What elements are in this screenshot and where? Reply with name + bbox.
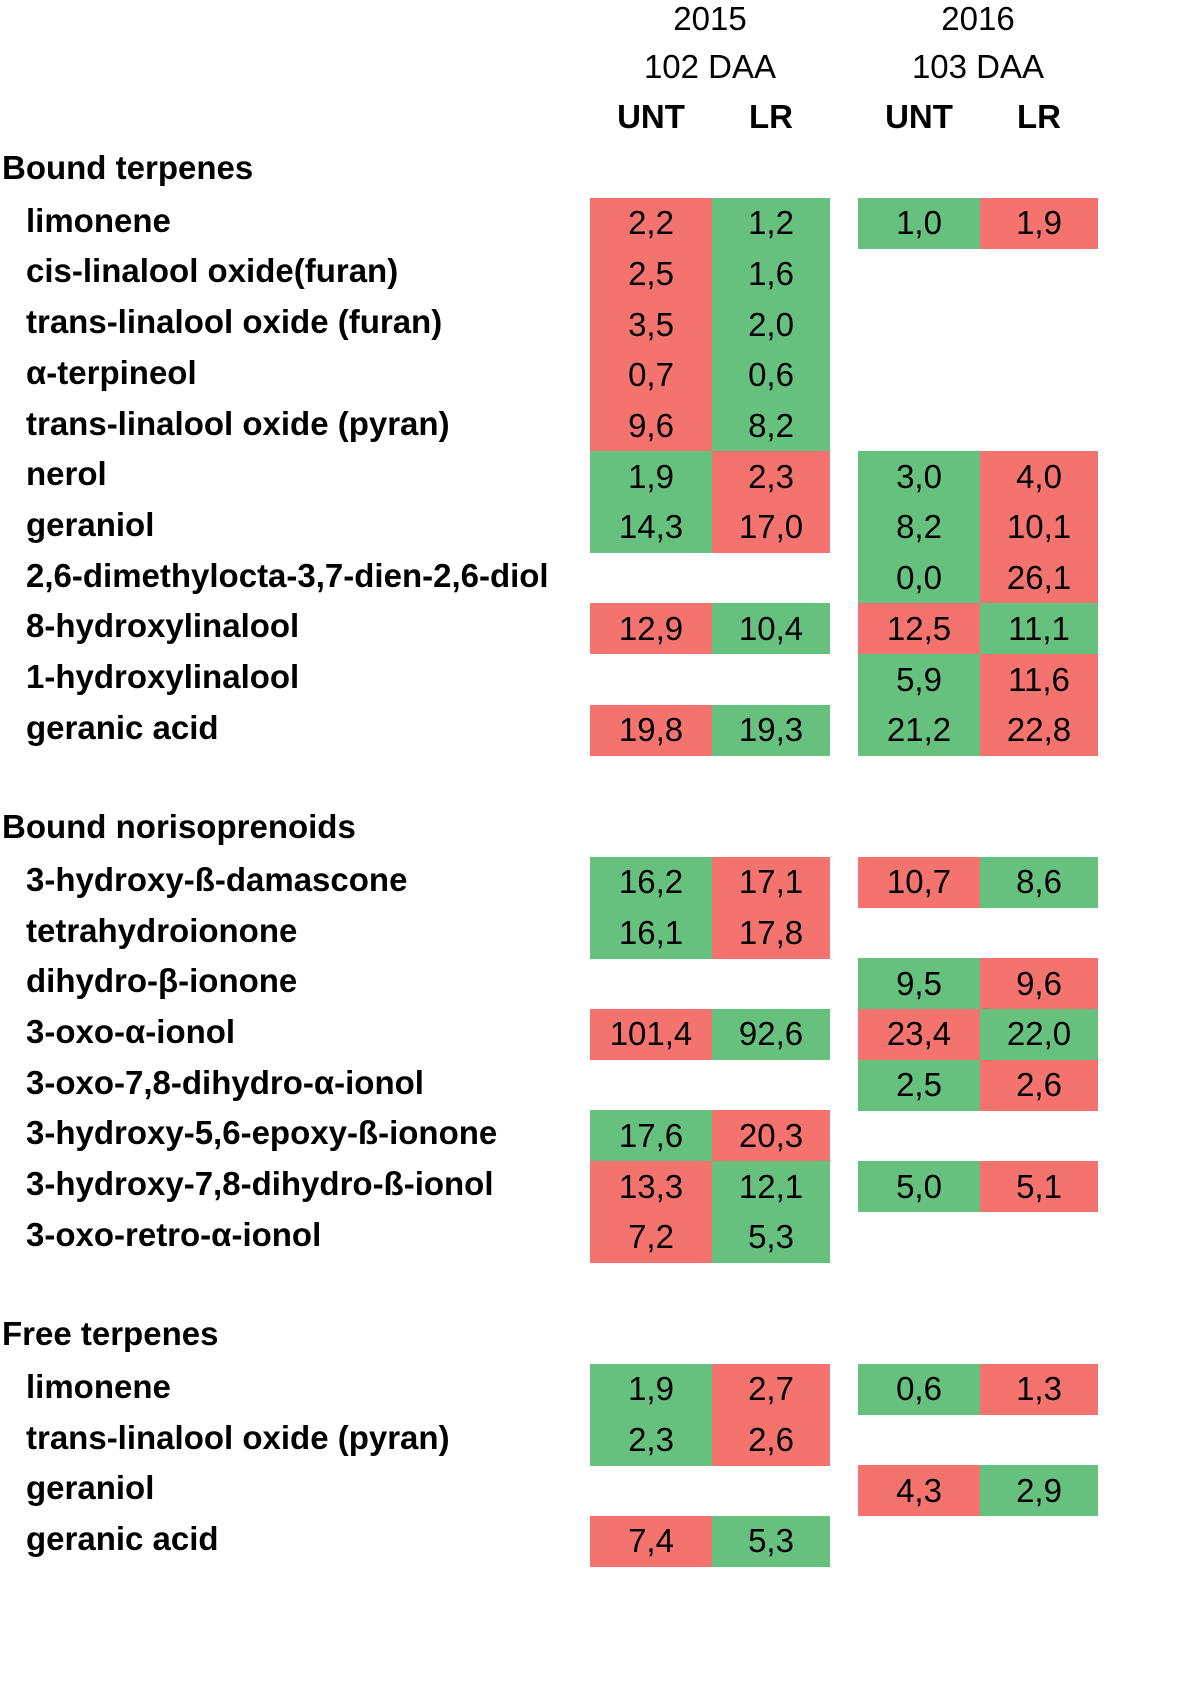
value-cell: 19,8 [590,704,712,756]
value-cell: 12,5 [858,603,980,655]
value-cell: 11,6 [980,654,1098,706]
value-cell: 12,1 [712,1161,830,1213]
value-cell: 14,3 [590,501,712,554]
value-cell: 8,2 [712,400,830,452]
row-label: 3-hydroxy-7,8-dihydro-ß-ionol [26,1165,494,1202]
row-label: tetrahydroionone [26,911,298,949]
year-2015-header: 2015 [673,0,747,37]
value-cell: 3,5 [590,299,712,351]
year-2016-header: 2016 [941,0,1015,37]
row-label: 3-hydroxy-5,6-epoxy-ß-ionone [26,1114,498,1152]
value-cell: 5,0 [858,1161,980,1213]
value-cell: 17,1 [712,856,830,908]
row-label: geranic acid [26,1519,219,1557]
col-header-lr-2016: LR [1017,98,1061,135]
row-label: trans-linalool oxide (pyran) [26,1418,450,1456]
value-cell: 9,6 [590,400,712,452]
value-cell: 2,3 [590,1414,712,1466]
section-title: Bound terpenes [2,149,254,186]
value-cell: 2,6 [980,1059,1098,1111]
value-cell: 8,2 [858,501,980,554]
row-label: 3-oxo-α-ionol [26,1012,236,1050]
value-cell: 10,7 [858,856,980,908]
value-cell: 1,0 [858,197,980,249]
value-cell: 16,1 [590,907,712,959]
value-cell: 2,6 [712,1414,830,1466]
value-cell: 1,3 [980,1363,1098,1415]
value-cell: 20,3 [712,1110,830,1162]
value-cell: 1,6 [712,248,830,300]
value-cell: 92,6 [712,1008,830,1061]
value-cell: 0,0 [858,552,980,604]
value-cell: 17,0 [712,501,830,554]
value-cell: 1,9 [590,1363,712,1415]
value-cell: 7,2 [590,1211,712,1263]
value-cell: 1,2 [712,197,830,249]
value-cell: 26,1 [980,552,1098,604]
value-cell: 2,0 [712,299,830,351]
value-cell: 4,3 [858,1465,980,1517]
row-label: 3-hydroxy-ß-damascone [26,860,408,898]
value-cell: 101,4 [590,1008,712,1061]
section-title: Free terpenes [2,1315,219,1353]
value-cell: 17,6 [590,1110,712,1162]
col-header-lr-2015: LR [749,98,793,135]
row-label: limonene [26,201,171,239]
value-cell: 12,9 [590,603,712,655]
value-cell: 22,0 [980,1008,1098,1061]
value-cell: 1,9 [590,451,712,503]
value-cell: 16,2 [590,856,712,908]
value-cell: 2,3 [712,451,830,503]
value-cell: 23,4 [858,1008,980,1061]
section-title: Bound norisoprenoids [2,808,356,846]
value-cell: 7,4 [590,1515,712,1568]
value-cell: 2,9 [980,1465,1098,1517]
value-cell: 17,8 [712,907,830,959]
value-cell: 13,3 [590,1161,712,1213]
value-cell: 10,4 [712,603,830,655]
value-cell: 22,8 [980,704,1098,756]
row-label: cis-linalool oxide(furan) [26,252,399,290]
row-label: geraniol [26,505,155,543]
value-cell: 9,6 [980,958,1098,1010]
col-header-unt-2016: UNT [885,98,953,135]
value-cell: 5,3 [712,1515,830,1568]
row-label: 3-oxo-7,8-dihydro-α-ionol [26,1063,424,1101]
value-cell: 9,5 [858,958,980,1010]
value-cell: 2,2 [590,197,712,249]
value-cell: 21,2 [858,704,980,756]
value-cell: 1,9 [980,197,1098,249]
row-label: 8-hydroxylinalool [26,607,300,645]
value-cell: 5,3 [712,1211,830,1263]
value-cell: 5,9 [858,654,980,706]
value-cell: 8,6 [980,856,1098,908]
value-cell: 0,6 [858,1363,980,1415]
row-label: 3-oxo-retro-α-ionol [26,1215,322,1253]
value-cell: 2,5 [590,248,712,300]
row-label: limonene [26,1367,171,1405]
row-label: dihydro-β-ionone [26,962,298,1000]
row-label: geraniol [26,1469,155,1507]
row-label: 2,6-dimethylocta-3,7-dien-2,6-diol [26,556,549,594]
row-label: geranic acid [26,708,219,746]
value-cell: 19,3 [712,704,830,756]
row-label: α-terpineol [26,353,197,391]
value-cell: 11,1 [980,603,1098,655]
daa-2016-header: 103 DAA [911,48,1045,85]
value-cell: 3,0 [858,451,980,503]
value-cell: 0,7 [590,349,712,401]
value-cell: 2,7 [712,1363,830,1415]
value-cell: 2,5 [858,1059,980,1111]
row-label: trans-linalool oxide (pyran) [26,404,450,442]
col-header-unt-2015: UNT [617,98,685,135]
value-cell: 10,1 [980,501,1098,554]
value-cell: 0,6 [712,349,830,401]
value-cell: 5,1 [980,1161,1098,1213]
row-label: trans-linalool oxide (furan) [26,303,443,341]
daa-2015-header: 102 DAA [643,48,777,85]
value-cell: 4,0 [980,451,1098,503]
row-label: nerol [26,455,107,493]
row-label: 1-hydroxylinalool [26,658,300,695]
